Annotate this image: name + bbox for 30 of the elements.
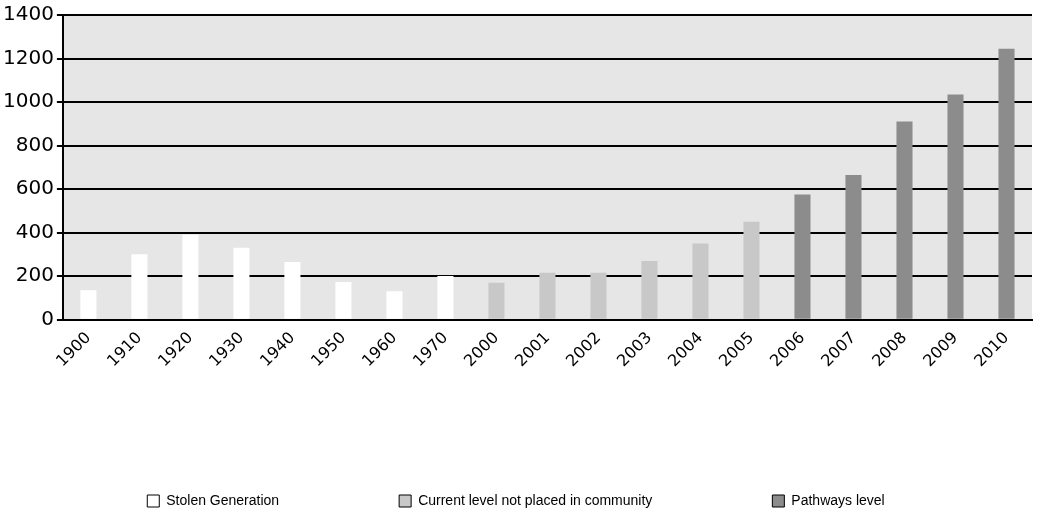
bar <box>488 282 505 319</box>
bar <box>998 48 1015 319</box>
y-tick-label: 400 <box>15 218 54 243</box>
bar <box>437 276 454 319</box>
bar <box>641 260 658 319</box>
y-tick-label: 1400 <box>2 1 54 26</box>
y-tick-label: 200 <box>15 262 54 287</box>
bar <box>182 234 199 319</box>
y-tick-label: 800 <box>15 131 54 156</box>
y-tick-label: 1000 <box>2 88 54 113</box>
bar <box>794 194 811 319</box>
bar <box>80 290 97 319</box>
bar <box>284 261 301 319</box>
bar <box>692 243 709 319</box>
y-tick-label: 1200 <box>2 44 54 69</box>
bar <box>845 174 862 319</box>
bar <box>335 281 352 319</box>
bar <box>131 254 148 319</box>
y-tick-label: 0 <box>41 305 54 330</box>
legend-label: Stolen Generation <box>166 491 280 508</box>
bar <box>539 272 556 319</box>
bar <box>896 121 913 319</box>
y-tick-label: 600 <box>15 175 54 200</box>
legend-label: Current level not placed in community <box>418 491 653 508</box>
legend-label: Pathways level <box>791 491 885 508</box>
bar <box>386 291 403 319</box>
bar <box>590 272 607 319</box>
bar <box>743 221 760 319</box>
bar <box>233 247 250 319</box>
bar <box>947 94 964 319</box>
